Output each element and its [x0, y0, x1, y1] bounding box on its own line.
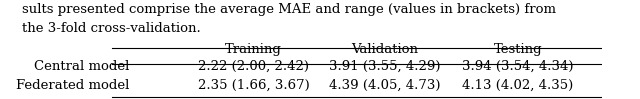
Text: Training: Training [225, 43, 282, 56]
Text: 4.39 (4.05, 4.73): 4.39 (4.05, 4.73) [328, 79, 440, 92]
Text: Validation: Validation [351, 43, 418, 56]
Text: Federated model: Federated model [15, 79, 129, 92]
Text: 3.91 (3.55, 4.29): 3.91 (3.55, 4.29) [328, 60, 440, 73]
Text: Central model: Central model [34, 60, 129, 73]
Text: 3.94 (3.54, 4.34): 3.94 (3.54, 4.34) [462, 60, 573, 73]
Text: 4.13 (4.02, 4.35): 4.13 (4.02, 4.35) [462, 79, 573, 92]
Text: sults presented comprise the average MAE and range (values in brackets) from: sults presented comprise the average MAE… [22, 3, 556, 16]
Text: the 3-fold cross-validation.: the 3-fold cross-validation. [22, 22, 200, 35]
Text: 2.22 (2.00, 2.42): 2.22 (2.00, 2.42) [198, 60, 309, 73]
Text: 2.35 (1.66, 3.67): 2.35 (1.66, 3.67) [198, 79, 310, 92]
Text: Testing: Testing [493, 43, 542, 56]
